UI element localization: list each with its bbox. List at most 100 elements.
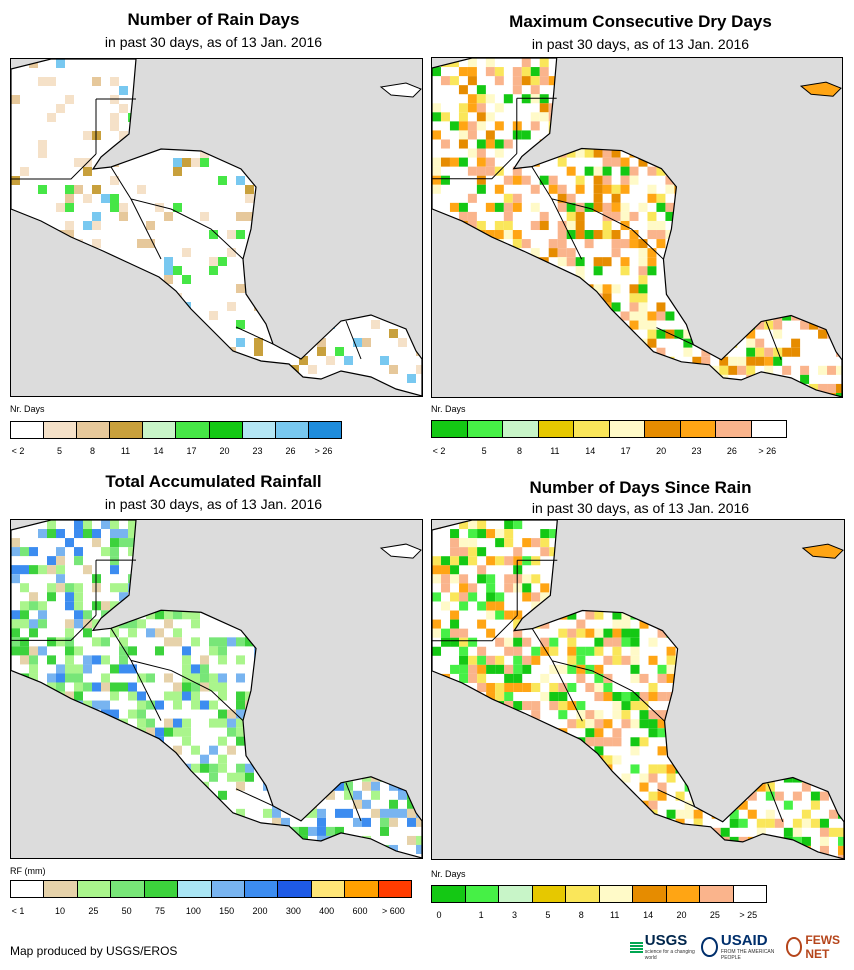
legend-swatch — [242, 422, 276, 438]
legend-label: 300 — [285, 906, 301, 916]
legend-swatch — [566, 886, 600, 902]
legend-swatch — [432, 886, 466, 902]
legend-label: 400 — [319, 906, 335, 916]
legend-label: < 2 — [432, 446, 446, 456]
legend-swatch — [244, 881, 279, 897]
map-area — [10, 58, 423, 397]
legend-swatch — [538, 421, 574, 437]
usaid-logo-text: USAID — [720, 932, 768, 949]
usgs-tagline: science for a changing world — [644, 949, 695, 961]
legend-label: 3 — [511, 910, 518, 920]
country-borders — [432, 559, 784, 822]
legend-label: 5 — [481, 446, 487, 456]
legend-labels: < 2 5 8 11 14 17 20 23 26 > 26 — [10, 446, 340, 458]
legend-swatch — [11, 881, 45, 897]
map-subtitle: in past 30 days, as of 13 Jan. 2016 — [531, 500, 750, 516]
legend-label: 8 — [89, 446, 96, 456]
legend-color-bar — [431, 885, 767, 903]
map-title: Number of Rain Days — [127, 10, 300, 29]
fewsnet-globe-icon — [785, 936, 803, 957]
map-canvas — [11, 520, 422, 858]
legend-label: > 600 — [381, 906, 405, 916]
legend-label: 5 — [545, 910, 551, 920]
legend-swatch — [111, 881, 145, 897]
map-title: Total Accumulated Rainfall — [105, 472, 322, 491]
map-area — [10, 519, 423, 859]
jamaica-island — [801, 543, 844, 559]
legend-swatch — [666, 886, 700, 902]
legend-color-bar — [10, 421, 342, 439]
legend-label: 11 — [610, 910, 620, 920]
fewsnet-logo: FEWS NET — [785, 932, 854, 961]
map-canvas — [432, 58, 842, 397]
partner-logos: USGS science for a changing world USAID … — [630, 932, 854, 961]
legend-swatch — [467, 421, 503, 437]
map-area — [431, 57, 843, 398]
legend-label: 200 — [252, 906, 268, 916]
usgs-logo: USGS science for a changing world — [630, 932, 695, 961]
legend-labels: < 2 5 8 11 14 17 20 23 26 > 26 — [431, 446, 785, 458]
jamaica-island — [799, 81, 842, 97]
legend-swatch — [574, 421, 610, 437]
legend-label: 100 — [185, 906, 201, 916]
legend-swatch — [209, 422, 243, 438]
legend-label: 25 — [709, 910, 720, 920]
legend-label: 75 — [154, 906, 166, 916]
legend-swatch — [144, 881, 179, 897]
land-area — [11, 59, 422, 396]
legend-swatch — [532, 886, 566, 902]
legend-swatch — [503, 421, 539, 437]
legend-swatch — [716, 421, 752, 437]
country-borders — [432, 97, 782, 360]
legend-swatch — [378, 881, 412, 897]
legend-swatch — [44, 422, 78, 438]
panel-max-dry-days: Maximum Consecutive Dry Days in past 30 … — [427, 0, 854, 470]
legend-swatch — [311, 881, 346, 897]
legend-swatch — [77, 422, 111, 438]
legend-swatch — [275, 422, 309, 438]
legend-swatch — [599, 886, 633, 902]
jamaica-island — [379, 82, 422, 98]
usaid-seal-icon — [701, 936, 718, 957]
legend-label: 23 — [691, 446, 702, 456]
legend-label: > 26 — [314, 446, 333, 456]
legend-swatch — [211, 881, 245, 897]
legend-swatch — [499, 886, 533, 902]
legend-labels: 0 1 3 5 8 11 14 20 25 > 25 — [431, 910, 765, 922]
legend-swatch — [733, 886, 766, 902]
legend-label: 50 — [121, 906, 132, 916]
legend-swatch — [751, 421, 786, 437]
legend-label: 25 — [88, 906, 99, 916]
legend-labels: < 1 10 25 50 75 100 150 200 300 400 600 > 600 — [10, 906, 410, 918]
map-canvas — [432, 520, 844, 859]
legend-label: 14 — [585, 446, 596, 456]
fewsnet-logo-text: FEWS NET — [805, 932, 841, 961]
panel-total-rainfall: Total Accumulated Rainfall in past 30 da… — [0, 468, 427, 938]
legend-label: 600 — [352, 906, 368, 916]
legend-label: < 2 — [11, 446, 25, 456]
legend-title: Nr. Days — [431, 869, 466, 879]
legend-swatch — [465, 886, 499, 902]
legend-swatch — [680, 421, 716, 437]
legend-swatch — [278, 881, 312, 897]
legend-label: 23 — [252, 446, 263, 456]
legend-color-bar — [431, 420, 787, 438]
panel-rain-days: Number of Rain Days in past 30 days, as … — [0, 0, 427, 470]
legend-label: 20 — [676, 910, 687, 920]
legend-label: 8 — [578, 910, 584, 920]
legend-label: > 25 — [739, 910, 758, 920]
legend-label: 10 — [54, 906, 66, 916]
legend-swatch — [44, 881, 78, 897]
legend-label: 20 — [219, 446, 230, 456]
legend-swatch — [700, 886, 734, 902]
coastline — [11, 59, 422, 396]
legend-label: 20 — [656, 446, 667, 456]
usgs-wave-icon — [630, 940, 643, 953]
map-subtitle: in past 30 days, as of 13 Jan. 2016 — [104, 496, 323, 512]
legend-label: 8 — [516, 446, 523, 456]
legend-title: Nr. Days — [431, 404, 466, 414]
legend-title: RF (mm) — [10, 866, 46, 876]
legend-swatch — [77, 881, 112, 897]
legend-swatch — [345, 881, 379, 897]
legend-label: 1 — [478, 910, 484, 920]
